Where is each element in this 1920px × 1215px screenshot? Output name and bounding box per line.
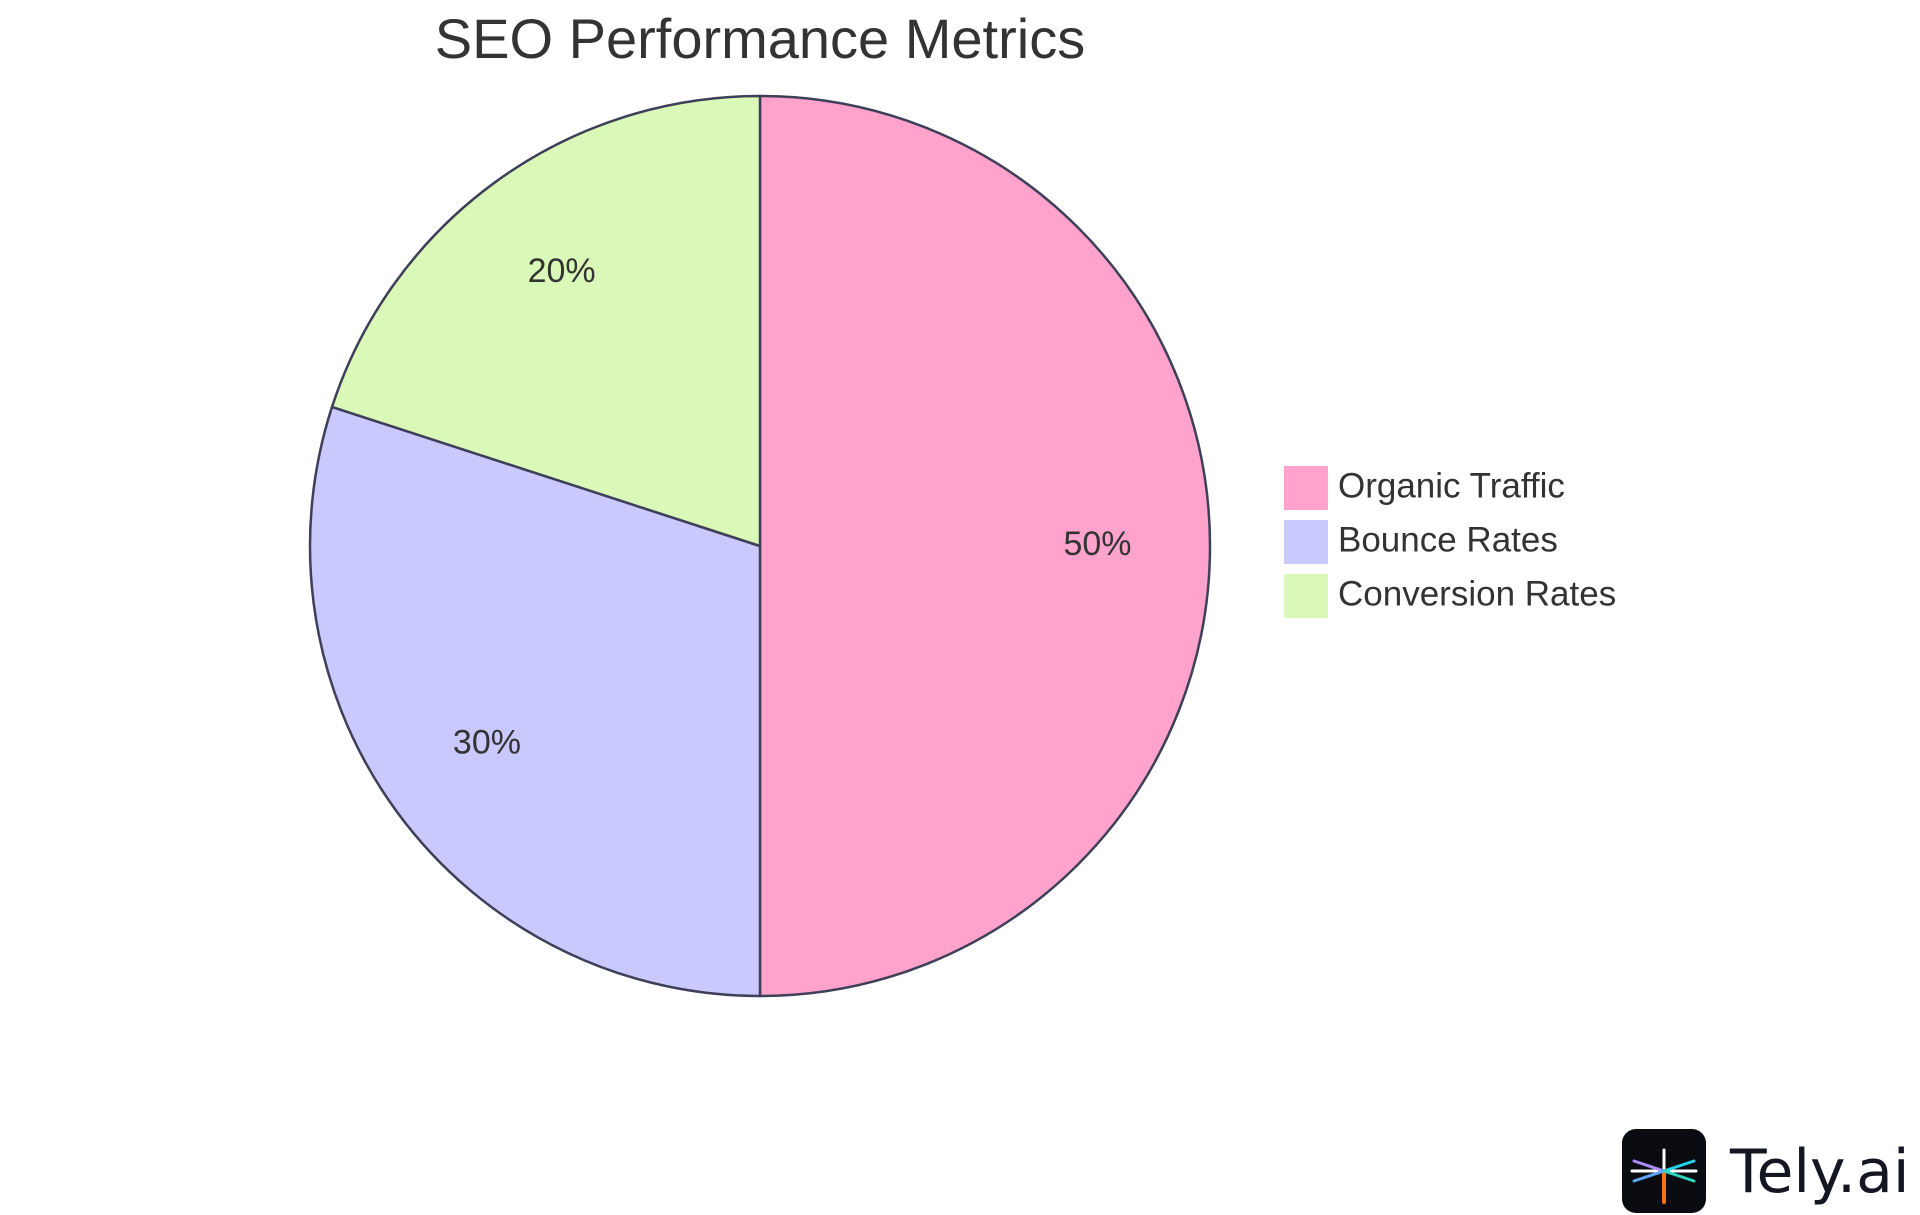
legend-label: Conversion Rates [1338,574,1616,613]
legend-swatch [1284,466,1328,510]
pie-slice-bounce-rates [308,405,762,998]
slice-value-label: 20% [528,252,596,290]
slice-value-label: 50% [1063,525,1131,563]
asterisk-logo-icon [1622,1129,1706,1213]
legend: Organic Traffic Bounce Rates Conversion Ra… [1284,466,1616,618]
legend-label: Bounce Rates [1338,520,1558,559]
brand-wordmark: Tely.ai [1729,1137,1910,1207]
pie-slice-conversion-rates [330,94,762,548]
legend-label: Organic Traffic [1338,466,1565,505]
legend-swatch [1284,574,1328,618]
brand-logo: Tely.ai [1622,1129,1910,1213]
pie-slice-organic-traffic [758,94,1212,998]
chart-title: SEO Performance Metrics [435,7,1085,70]
slice-value-label: 30% [453,723,521,761]
pie-slice-labels: 50% 30% 20% [453,252,1132,761]
pie-slices [308,94,1212,998]
legend-swatch [1284,520,1328,564]
